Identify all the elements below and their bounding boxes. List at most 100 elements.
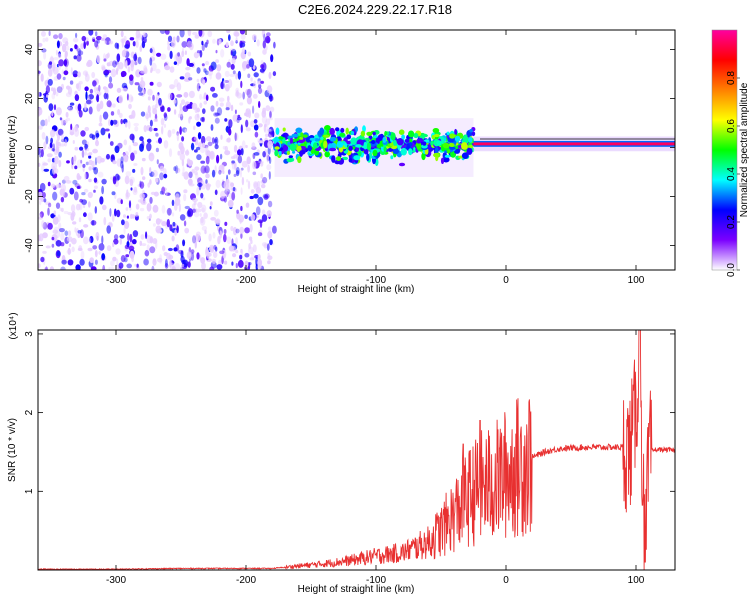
spectrogram-cell xyxy=(132,142,139,147)
spectrogram-cell xyxy=(52,191,58,201)
spectrogram-cell xyxy=(247,180,251,190)
spectrogram-cell xyxy=(362,125,366,133)
spectrogram-cell xyxy=(96,87,99,92)
spectrogram-cell xyxy=(202,108,206,114)
spectrogram-cell xyxy=(53,57,59,61)
spectrogram-cell xyxy=(267,226,272,231)
spectrogram-cell xyxy=(471,131,476,137)
spectrogram-cell xyxy=(245,144,248,149)
spectrogram-cell xyxy=(197,142,202,149)
spectrogram-y-axis-label: Frequency (Hz) xyxy=(7,116,18,185)
spectrogram-cell xyxy=(231,160,236,164)
spectrogram-cell xyxy=(366,142,372,151)
spectrogram-cell xyxy=(89,235,94,244)
spectrogram-cell xyxy=(161,204,166,214)
spectrogram-cell xyxy=(140,234,145,240)
spectrogram-cell xyxy=(124,44,130,49)
spectrogram-cell xyxy=(120,255,126,263)
spectrogram-cell xyxy=(167,92,173,100)
spectrogram-cell xyxy=(196,154,202,161)
spectrogram-cell xyxy=(137,56,142,65)
spectrogram-cell xyxy=(85,71,88,78)
spectrogram-cell xyxy=(40,119,46,127)
spectrogram-cell xyxy=(200,160,206,164)
spectrogram-cell xyxy=(184,227,190,234)
spectrogram-cell xyxy=(233,173,237,177)
spectrogram-cell xyxy=(348,157,353,163)
spectrogram-cell xyxy=(159,30,166,34)
spectrogram-cell xyxy=(253,182,259,190)
spectrogram-cell xyxy=(147,105,151,114)
spectrogram-cell xyxy=(383,147,387,152)
spectrogram-cell xyxy=(182,239,186,247)
spectrogram-cell xyxy=(194,170,198,176)
spectrogram-cell xyxy=(174,262,180,270)
spectrogram-cell xyxy=(270,95,274,102)
spectrogram-cell xyxy=(132,230,139,238)
spectrogram-cell xyxy=(224,118,228,122)
spectrogram-cell xyxy=(39,211,44,218)
spectrogram-cell xyxy=(298,139,305,144)
spectrogram-cell xyxy=(55,49,58,56)
spectrogram-cell xyxy=(42,232,48,239)
spectrogram-cell xyxy=(101,178,107,185)
spectrogram-cell xyxy=(114,208,117,217)
spectrogram-cell xyxy=(250,214,256,221)
spectrogram-cell xyxy=(252,105,255,114)
spectrogram-cell xyxy=(52,62,56,69)
spectrogram-cell xyxy=(94,85,97,94)
spectrogram-cell xyxy=(76,54,82,62)
spectrogram-cell xyxy=(408,148,413,156)
spectrogram-cell xyxy=(324,125,331,131)
spectrogram-cell xyxy=(207,70,213,76)
spectrogram-cell xyxy=(220,81,224,90)
spectrogram-cell xyxy=(205,60,210,66)
spectrogram-cell xyxy=(202,79,206,85)
spectrogram-cell xyxy=(45,266,48,270)
spectrogram-cell xyxy=(167,129,172,138)
spectrogram-cell xyxy=(190,249,195,254)
spectrogram-cell xyxy=(61,207,64,213)
spectrogram-cell xyxy=(225,187,229,197)
spectrogram-cell xyxy=(61,83,64,90)
spectrogram-cell xyxy=(235,263,238,269)
spectrogram-cell xyxy=(128,245,135,251)
spectrogram-cell xyxy=(203,68,207,73)
spectrogram-cell xyxy=(56,40,60,49)
spectrogram-cell xyxy=(231,245,236,252)
spectrogram-cell xyxy=(366,153,370,162)
spectrogram-cell xyxy=(179,76,185,80)
spectrogram-cell xyxy=(88,159,93,166)
spectrogram-cell xyxy=(181,136,185,142)
spectrogram-cell xyxy=(444,154,451,158)
spectrogram-cell xyxy=(106,153,110,160)
spectrogram-cell xyxy=(468,136,473,143)
spectrogram-cell xyxy=(53,210,57,216)
spectrogram-cell xyxy=(78,48,81,57)
snr-x-axis-label: Height of straight line (km) xyxy=(298,584,415,595)
spectrogram-cell xyxy=(102,204,107,211)
y-tick-label: 0 xyxy=(24,144,35,150)
spectrogram-cell xyxy=(239,226,245,235)
spectrogram-cell xyxy=(200,216,204,224)
spectrogram-cell xyxy=(275,127,280,135)
spectrogram-cell xyxy=(129,74,134,81)
spectrogram-cell xyxy=(193,125,196,131)
spectrogram-cell xyxy=(115,248,121,255)
spectrogram-cell xyxy=(469,129,473,133)
spectrogram-cell xyxy=(231,57,236,65)
spectrogram-cell xyxy=(42,222,48,230)
spectrogram-cell xyxy=(181,159,185,167)
spectrogram-cell xyxy=(74,183,80,188)
spectrogram-cell xyxy=(53,104,57,111)
spectrogram-cell xyxy=(55,91,59,97)
spectrogram-cell xyxy=(97,171,104,178)
spectrogram-cell xyxy=(40,149,44,158)
spectrogram-cell xyxy=(120,199,123,205)
spectrogram-cell xyxy=(215,246,218,252)
spectrogram-cell xyxy=(334,160,341,165)
spectrogram-cell xyxy=(78,217,82,223)
spectrogram-cell xyxy=(72,179,78,185)
spectrogram-cell xyxy=(355,144,362,148)
spectrogram-cell xyxy=(213,251,218,258)
